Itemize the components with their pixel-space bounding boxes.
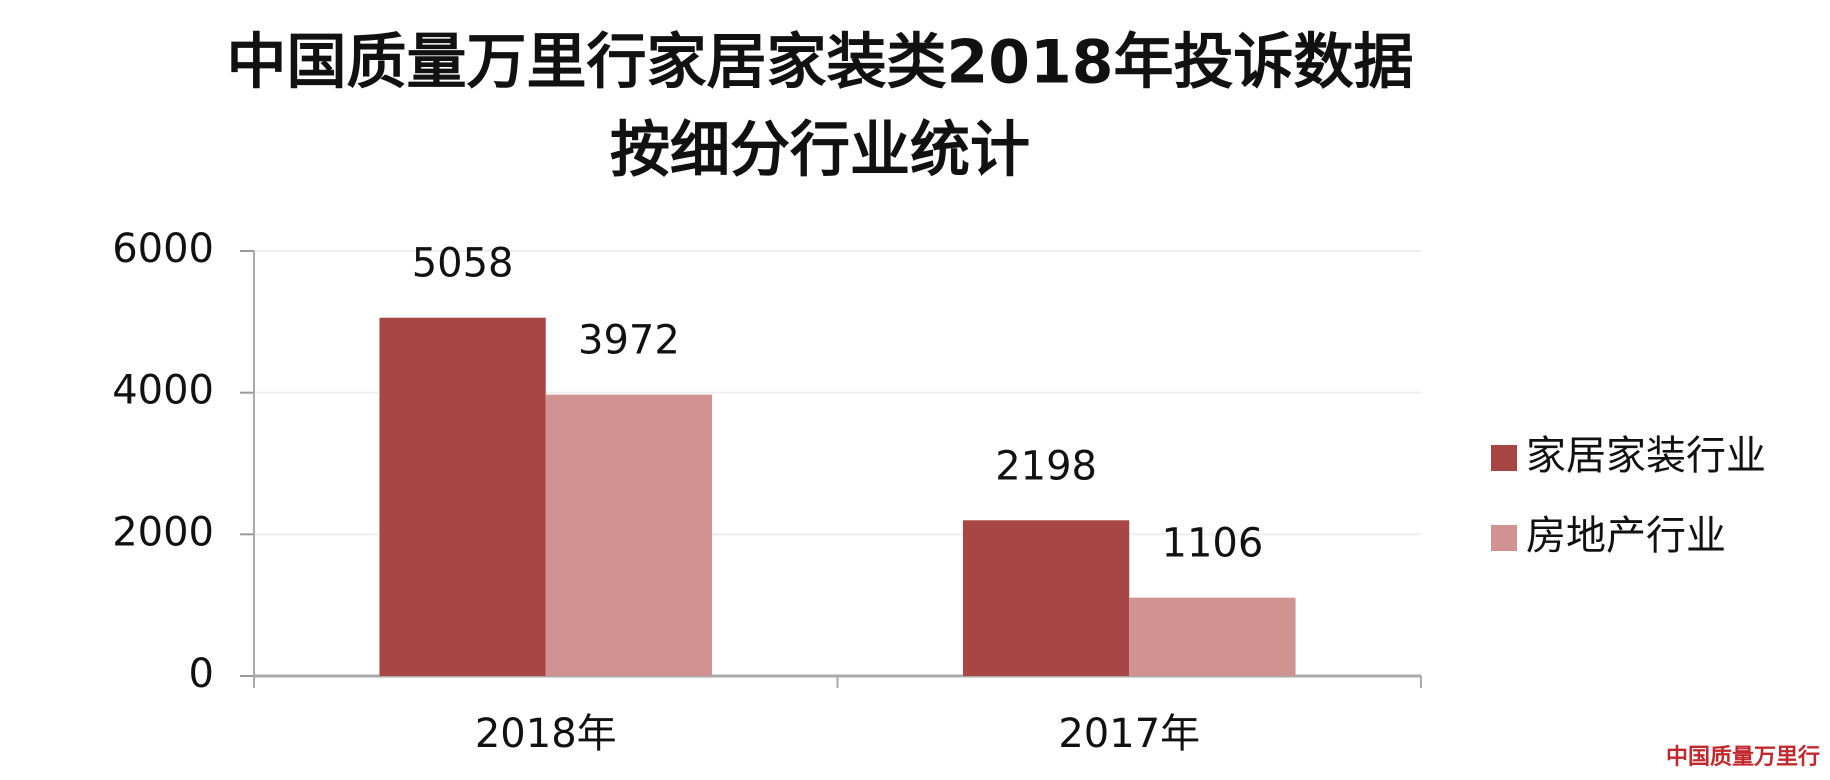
bar — [1129, 597, 1296, 676]
data-label: 5058 — [412, 241, 514, 287]
x-tick-label: 2017年 — [1058, 711, 1200, 757]
data-label: 2198 — [995, 443, 1097, 489]
bar — [379, 317, 546, 676]
legend-swatch — [1491, 525, 1517, 551]
watermark: 中国质量万里行 — [1666, 744, 1820, 770]
data-label: 3972 — [578, 318, 680, 364]
chart-title: 按细分行业统计 — [610, 116, 1030, 186]
bar — [962, 520, 1130, 676]
y-tick-label: 6000 — [112, 226, 214, 272]
chart-title: 中国质量万里行家居家装类2018年投诉数据 — [227, 28, 1414, 98]
bar — [545, 394, 713, 676]
legend-label: 房地产行业 — [1526, 513, 1726, 559]
y-tick-label: 0 — [189, 651, 214, 697]
legend-label: 家居家装行业 — [1526, 433, 1766, 479]
data-label: 1106 — [1162, 521, 1264, 567]
legend-swatch — [1491, 445, 1517, 471]
y-tick-label: 4000 — [112, 368, 214, 414]
y-tick-label: 2000 — [112, 509, 214, 555]
x-tick-label: 2018年 — [475, 711, 617, 757]
